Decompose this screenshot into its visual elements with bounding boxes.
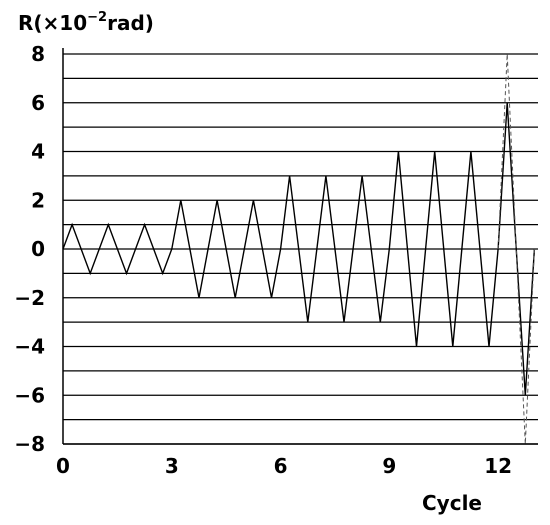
y-tick-label: −4 [14, 335, 45, 359]
grid-lines [63, 53, 538, 445]
series-group [62, 53, 536, 445]
x-tick-label: 12 [484, 454, 512, 478]
y-tick-labels: 8 6 4 2 0 −2 −4 −6 −8 [14, 42, 45, 456]
y-tick-label: 0 [31, 237, 45, 261]
x-tick-label: 3 [165, 454, 179, 478]
y-tick-label: 2 [31, 188, 45, 212]
y-tick-label: −8 [14, 432, 45, 456]
series-line-solid [62, 102, 536, 396]
x-tick-label: 6 [274, 454, 288, 478]
y-tick-label: −6 [14, 383, 45, 407]
x-axis-title: Cycle [422, 491, 482, 515]
x-tick-label: 0 [56, 454, 70, 478]
x-tick-label: 9 [382, 454, 396, 478]
axes [62, 48, 538, 445]
y-tick-label: 6 [31, 91, 45, 115]
x-tick-labels: 0 3 6 9 12 [56, 454, 512, 478]
y-tick-label: −2 [14, 286, 45, 310]
y-tick-label: 8 [31, 42, 45, 66]
y-axis-title: R(×10−2rad) [18, 10, 154, 35]
y-tick-label: 4 [31, 140, 45, 164]
